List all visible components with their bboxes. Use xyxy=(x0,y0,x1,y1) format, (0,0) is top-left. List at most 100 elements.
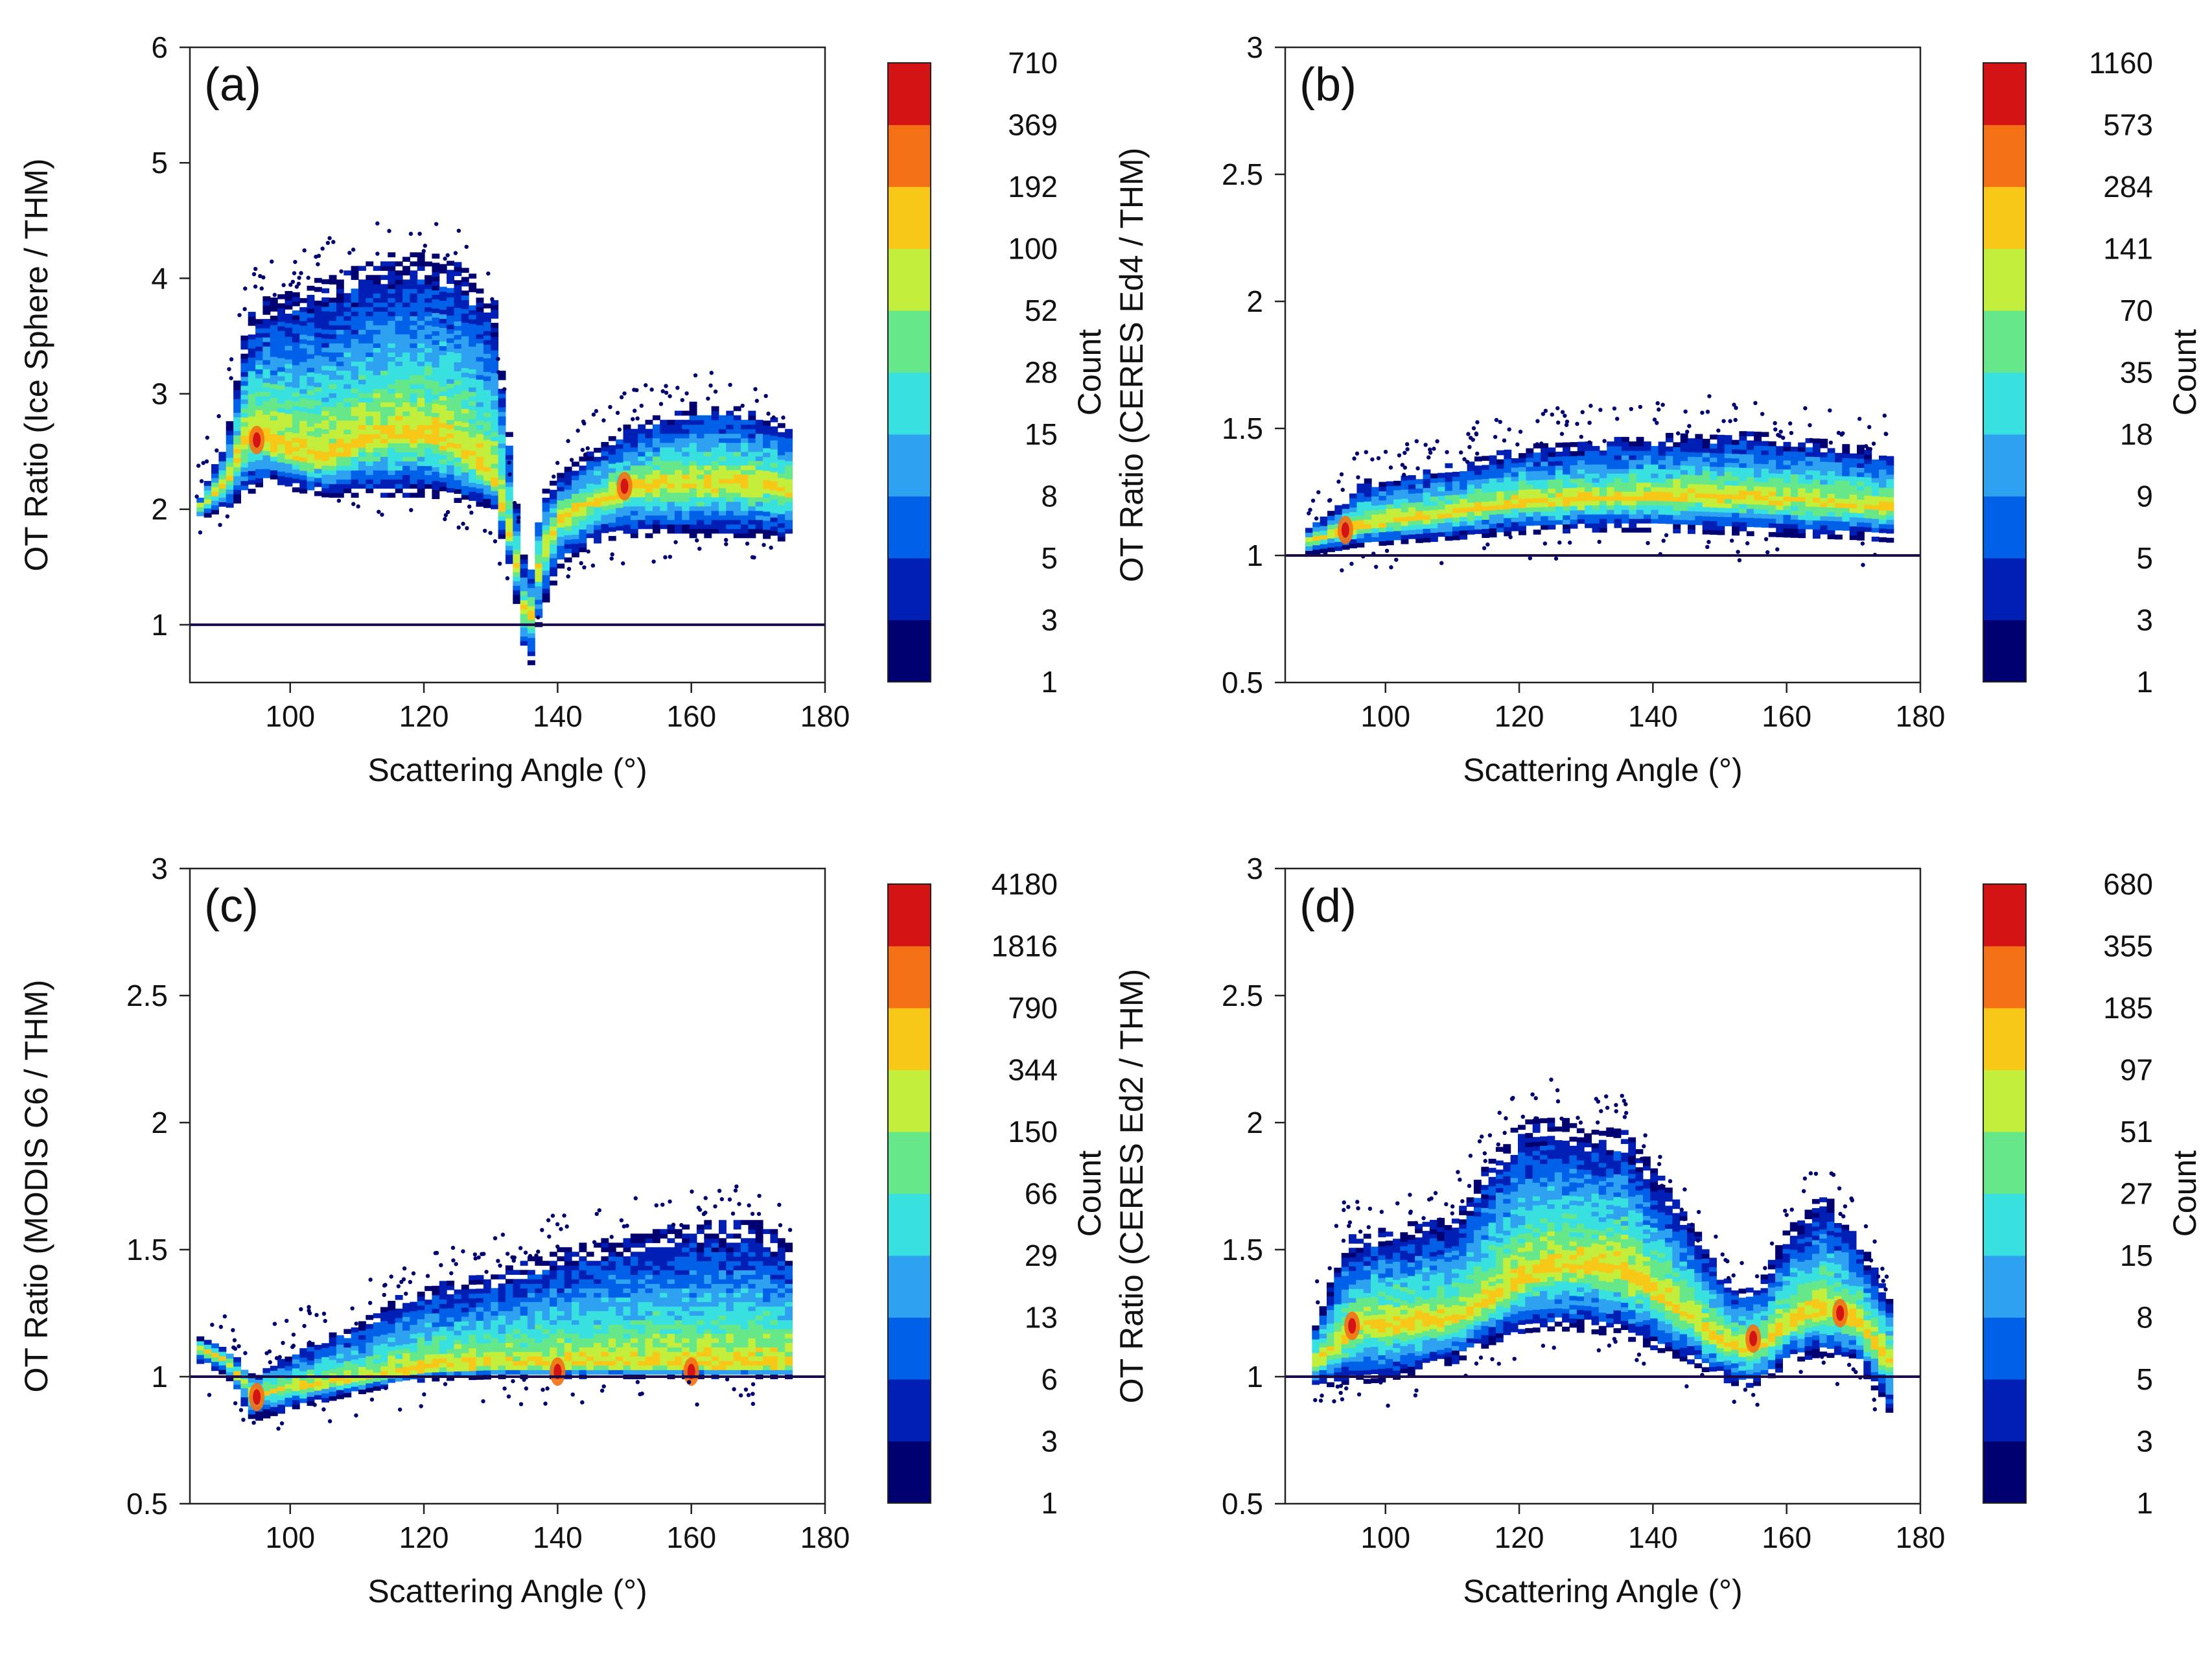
density-cell xyxy=(594,447,601,453)
density-cell xyxy=(1334,509,1343,515)
density-cell xyxy=(1482,524,1490,529)
density-cell xyxy=(343,479,352,484)
density-cell xyxy=(270,420,278,425)
density-cell xyxy=(307,299,315,305)
density-cell xyxy=(1423,469,1431,474)
density-cell xyxy=(748,492,756,498)
density-cell xyxy=(572,484,579,489)
density-cell xyxy=(469,410,477,415)
density-cell xyxy=(321,487,330,493)
density-cell xyxy=(630,428,638,434)
density-cell xyxy=(461,1316,469,1322)
density-cell xyxy=(1746,495,1754,500)
density-cell xyxy=(520,627,528,633)
density-cell xyxy=(726,447,734,452)
density-cell xyxy=(1489,469,1497,474)
density-cell xyxy=(461,1344,469,1349)
density-cell xyxy=(1666,437,1673,443)
density-cell xyxy=(608,513,616,519)
density-cell xyxy=(1349,516,1357,521)
density-cell xyxy=(564,544,572,549)
density-cell xyxy=(1474,479,1482,484)
density-cell xyxy=(1364,510,1372,515)
density-cell xyxy=(366,388,374,393)
density-cell xyxy=(1607,460,1615,465)
density-cell xyxy=(704,478,712,484)
outlier-point xyxy=(1860,541,1865,546)
density-cell xyxy=(358,1348,366,1353)
density-cell xyxy=(689,428,697,434)
density-cell xyxy=(314,400,322,406)
density-cell xyxy=(447,469,454,474)
density-cell xyxy=(1438,472,1446,478)
density-cell xyxy=(741,478,749,484)
density-cell xyxy=(564,498,572,504)
density-cell xyxy=(402,1330,410,1335)
density-cell xyxy=(608,490,616,496)
density-cell xyxy=(491,472,499,478)
density-cell xyxy=(262,391,271,397)
outlier-point xyxy=(745,541,750,546)
density-cell xyxy=(572,498,579,503)
density-cell xyxy=(285,418,293,423)
density-cell xyxy=(307,1364,315,1370)
density-cell xyxy=(358,366,366,371)
density-cell xyxy=(1570,492,1578,497)
density-cell xyxy=(1842,503,1850,508)
density-cell xyxy=(1438,522,1446,528)
density-cell xyxy=(1805,520,1813,525)
density-cell xyxy=(321,428,330,434)
density-cell xyxy=(550,562,557,568)
density-cell xyxy=(196,1354,205,1360)
density-cell xyxy=(667,465,675,471)
density-cell xyxy=(1511,490,1519,495)
density-cell xyxy=(336,384,344,389)
density-cell xyxy=(366,338,374,344)
plot-area xyxy=(1285,47,1920,682)
density-cell xyxy=(719,474,727,480)
density-cell xyxy=(388,1364,396,1370)
density-cell xyxy=(1511,485,1519,491)
outlier-point xyxy=(1733,417,1738,423)
density-cell xyxy=(1379,504,1387,510)
density-cell xyxy=(483,421,491,426)
density-cell xyxy=(285,454,293,460)
density-cell xyxy=(1467,475,1475,480)
density-cell xyxy=(277,480,285,485)
density-cell xyxy=(1379,486,1387,492)
density-cell xyxy=(1467,516,1475,521)
outlier-point xyxy=(582,565,587,570)
density-cell xyxy=(307,1360,315,1366)
density-cell xyxy=(402,1344,410,1349)
density-cell xyxy=(1688,524,1695,530)
density-cell xyxy=(1452,535,1460,541)
density-cell xyxy=(439,1349,447,1354)
density-cell xyxy=(542,529,550,535)
density-cell xyxy=(741,451,749,457)
density-cell xyxy=(469,428,477,433)
density-cell xyxy=(1673,487,1681,493)
density-cell xyxy=(285,359,293,364)
density-cell xyxy=(1614,482,1622,487)
density-cell xyxy=(1636,446,1644,451)
density-cell xyxy=(1746,531,1754,537)
density-cell xyxy=(351,311,359,316)
density-cell xyxy=(255,401,263,406)
density-cell xyxy=(432,380,440,386)
density-cell xyxy=(1489,519,1497,524)
density-cell xyxy=(1643,450,1651,456)
outlier-point xyxy=(198,530,203,535)
density-cell xyxy=(321,424,330,430)
density-cell xyxy=(307,385,315,391)
density-cell xyxy=(1783,532,1791,538)
density-cell xyxy=(410,1338,418,1344)
density-cell xyxy=(240,394,249,400)
density-cell xyxy=(498,411,506,417)
density-cell xyxy=(1776,519,1784,524)
density-cell xyxy=(425,320,432,326)
density-cell xyxy=(395,406,403,412)
density-cell xyxy=(425,361,432,367)
density-cell xyxy=(1356,506,1365,511)
density-cell xyxy=(395,1359,403,1364)
density-cell xyxy=(314,359,322,365)
